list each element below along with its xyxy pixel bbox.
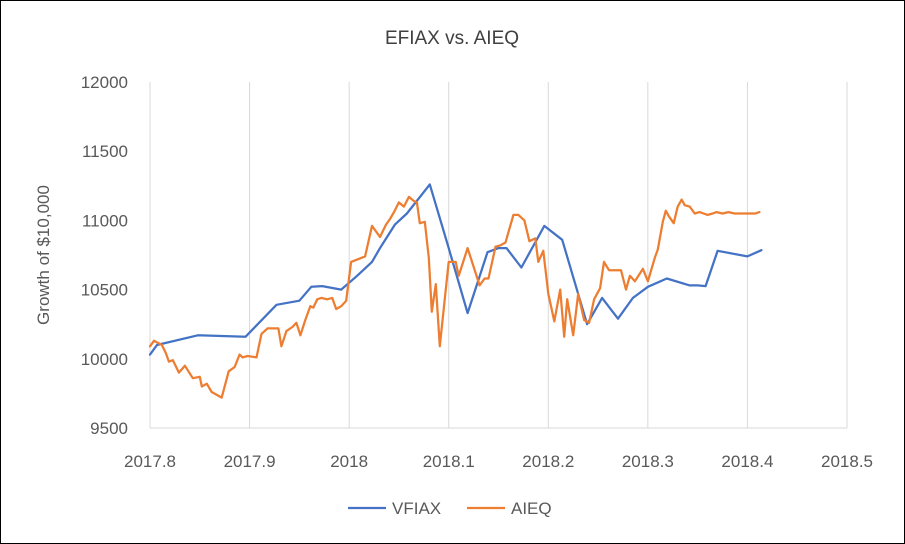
y-tick-label: 9500 [90, 419, 128, 438]
x-axis-ticks: 2017.8 2017.9 2018 2018.1 2018.2 2018.3 2018.4… [124, 452, 873, 471]
y-tick-label: 11500 [82, 142, 128, 161]
legend: VFIAX AIEQ [348, 499, 552, 518]
x-tick-label: 2017.9 [224, 452, 276, 471]
legend-item-vfiax: VFIAX [348, 499, 441, 518]
legend-item-aieq: AIEQ [467, 499, 552, 518]
y-axis-ticks: 12000 11500 11000 10500 10000 9500 [81, 73, 128, 438]
x-tick-label: 2018.5 [821, 452, 873, 471]
x-tick-label: 2018.1 [423, 452, 475, 471]
y-tick-label: 12000 [81, 73, 128, 92]
gridlines [149, 82, 848, 429]
x-tick-label: 2018.4 [721, 452, 773, 471]
x-tick-label: 2017.8 [124, 452, 176, 471]
chart-title: EFIAX vs. AIEQ [385, 28, 519, 49]
legend-label: VFIAX [392, 499, 441, 518]
x-tick-label: 2018.3 [622, 452, 674, 471]
series-layer [148, 183, 763, 399]
legend-label: AIEQ [511, 499, 552, 518]
series-line-aieq [148, 195, 761, 399]
x-tick-label: 2018 [330, 452, 368, 471]
y-axis-label: Growth of $10,000 [34, 185, 53, 325]
y-tick-label: 11000 [82, 211, 128, 230]
x-tick-label: 2018.2 [522, 452, 574, 471]
series-line-vfiax [148, 183, 763, 356]
y-tick-label: 10000 [81, 350, 128, 369]
y-tick-label: 10500 [81, 281, 128, 300]
